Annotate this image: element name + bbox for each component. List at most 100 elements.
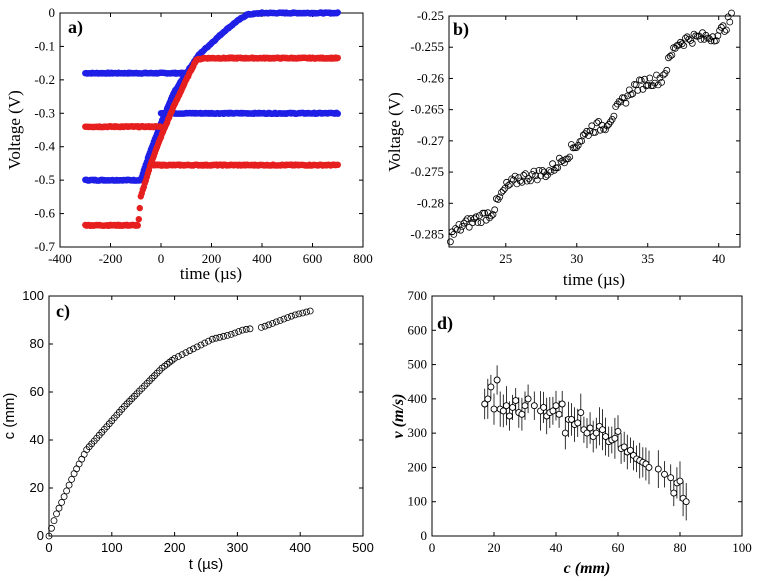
panel-c-point bbox=[197, 341, 205, 349]
panel-c-point bbox=[216, 333, 224, 341]
c-xtick-label: 500 bbox=[352, 540, 374, 555]
panel-c-point bbox=[148, 374, 156, 382]
panel-c-point bbox=[269, 319, 277, 327]
panel-b-point bbox=[659, 71, 667, 79]
panel-d-point bbox=[586, 424, 594, 432]
a-ytick-label: -0.3 bbox=[34, 105, 55, 120]
panel-b-point bbox=[617, 98, 625, 106]
panel-b-point bbox=[520, 171, 528, 179]
d-ytick-label: 700 bbox=[408, 288, 428, 303]
panel-b-point bbox=[460, 219, 468, 227]
panel-a-point bbox=[334, 110, 341, 117]
panel-b-point bbox=[457, 226, 465, 234]
panel-c-point bbox=[63, 487, 70, 495]
panel-b-point bbox=[685, 35, 693, 43]
panel-b-point bbox=[499, 187, 507, 194]
panel-b-point bbox=[625, 86, 633, 94]
d-xtick-label: 80 bbox=[674, 540, 687, 555]
d-ytick-label: 0 bbox=[421, 528, 428, 543]
panel-c-point bbox=[48, 524, 55, 532]
b-xtick-label: 35 bbox=[641, 251, 654, 266]
panel-b-point bbox=[528, 170, 536, 178]
panel-c-point bbox=[257, 323, 265, 331]
c-xtick-label: 400 bbox=[289, 540, 311, 555]
panel-b-point bbox=[588, 122, 596, 130]
panel-c-point bbox=[208, 335, 216, 343]
panel-c-point bbox=[55, 504, 63, 512]
panel-b-point bbox=[641, 75, 648, 83]
panel-d-axes bbox=[431, 295, 743, 537]
panel-b-point bbox=[525, 175, 533, 183]
panel-b-point bbox=[542, 173, 550, 181]
panel-b-point bbox=[554, 164, 562, 172]
panel-b-point bbox=[724, 13, 732, 21]
c-xtick-label: 300 bbox=[227, 540, 249, 555]
d-xtick-label: 20 bbox=[488, 540, 501, 555]
panel-c-point bbox=[45, 532, 53, 540]
panel-c-point bbox=[276, 317, 284, 324]
panel-a-point bbox=[134, 222, 141, 229]
panel-b-point bbox=[530, 167, 538, 175]
panel-c-point bbox=[178, 351, 186, 359]
panel-b-point bbox=[728, 9, 735, 17]
d-ytick-label: 300 bbox=[408, 425, 428, 440]
c-ytick-label: 40 bbox=[30, 432, 44, 447]
panel-b-point bbox=[583, 127, 591, 135]
panel-d-point bbox=[493, 376, 501, 384]
panel-a-point bbox=[135, 216, 142, 223]
panel-b-point bbox=[719, 22, 727, 30]
panel-c-point bbox=[291, 311, 299, 319]
a-ytick-label: -0.7 bbox=[34, 239, 55, 254]
b-ytick-label: -0.26 bbox=[417, 70, 445, 85]
panel-c-point bbox=[186, 347, 194, 355]
panel-d-point bbox=[555, 410, 563, 418]
panel-d-point bbox=[484, 395, 492, 403]
panel-d-point bbox=[490, 405, 498, 413]
d-xtick-label: 60 bbox=[612, 540, 625, 555]
panel-a-ylabel: Voltage (V) bbox=[5, 90, 24, 169]
panel-d-point bbox=[574, 419, 582, 427]
panel-b-point bbox=[700, 35, 708, 43]
panel-d-point bbox=[521, 402, 529, 410]
c-xtick-label: 200 bbox=[164, 540, 186, 555]
panel-c-point bbox=[299, 309, 307, 317]
panel-c-point bbox=[193, 343, 201, 351]
panel-b-point bbox=[522, 170, 529, 178]
c-xtick-label: 100 bbox=[101, 540, 123, 555]
d-xtick-label: 40 bbox=[550, 540, 563, 555]
a-ytick-label: -0.1 bbox=[34, 38, 55, 53]
panel-c-point bbox=[171, 354, 179, 362]
panel-c-point bbox=[141, 382, 148, 390]
d-ytick-label: 400 bbox=[408, 391, 428, 406]
panel-b-point bbox=[574, 141, 582, 149]
panel-c-point bbox=[50, 517, 58, 524]
panel-b-point bbox=[496, 193, 504, 201]
panel-d-point bbox=[667, 474, 675, 482]
panel-c-point bbox=[261, 322, 269, 330]
panel-b-point bbox=[452, 225, 459, 232]
panel-b-point bbox=[651, 79, 659, 87]
panel-b-point bbox=[482, 216, 490, 224]
panel-d-point bbox=[654, 465, 662, 473]
panel-c-axes bbox=[48, 295, 364, 537]
panel-b-point bbox=[680, 42, 688, 49]
b-xtick-label: 30 bbox=[570, 251, 583, 266]
panel-d-point bbox=[530, 402, 538, 410]
panel-c-point bbox=[60, 493, 68, 501]
panel-a-xlabel: time (µs) bbox=[180, 264, 242, 283]
panel-b-point bbox=[678, 40, 686, 48]
panel-b-point bbox=[610, 112, 618, 120]
d-xtick-label: 0 bbox=[429, 540, 436, 555]
panel-b-point bbox=[644, 81, 652, 89]
panel-d-point bbox=[509, 403, 517, 411]
a-xtick-label: 600 bbox=[303, 251, 323, 266]
panel-b-point bbox=[595, 118, 602, 125]
panel-d-point bbox=[599, 426, 606, 434]
panel-b-label: b) bbox=[453, 19, 469, 40]
panel-c-point bbox=[212, 334, 220, 342]
panel-d-point bbox=[524, 395, 532, 403]
panel-b-point bbox=[446, 238, 454, 246]
b-ytick-label: -0.27 bbox=[417, 133, 445, 148]
panel-c-point bbox=[128, 395, 136, 403]
